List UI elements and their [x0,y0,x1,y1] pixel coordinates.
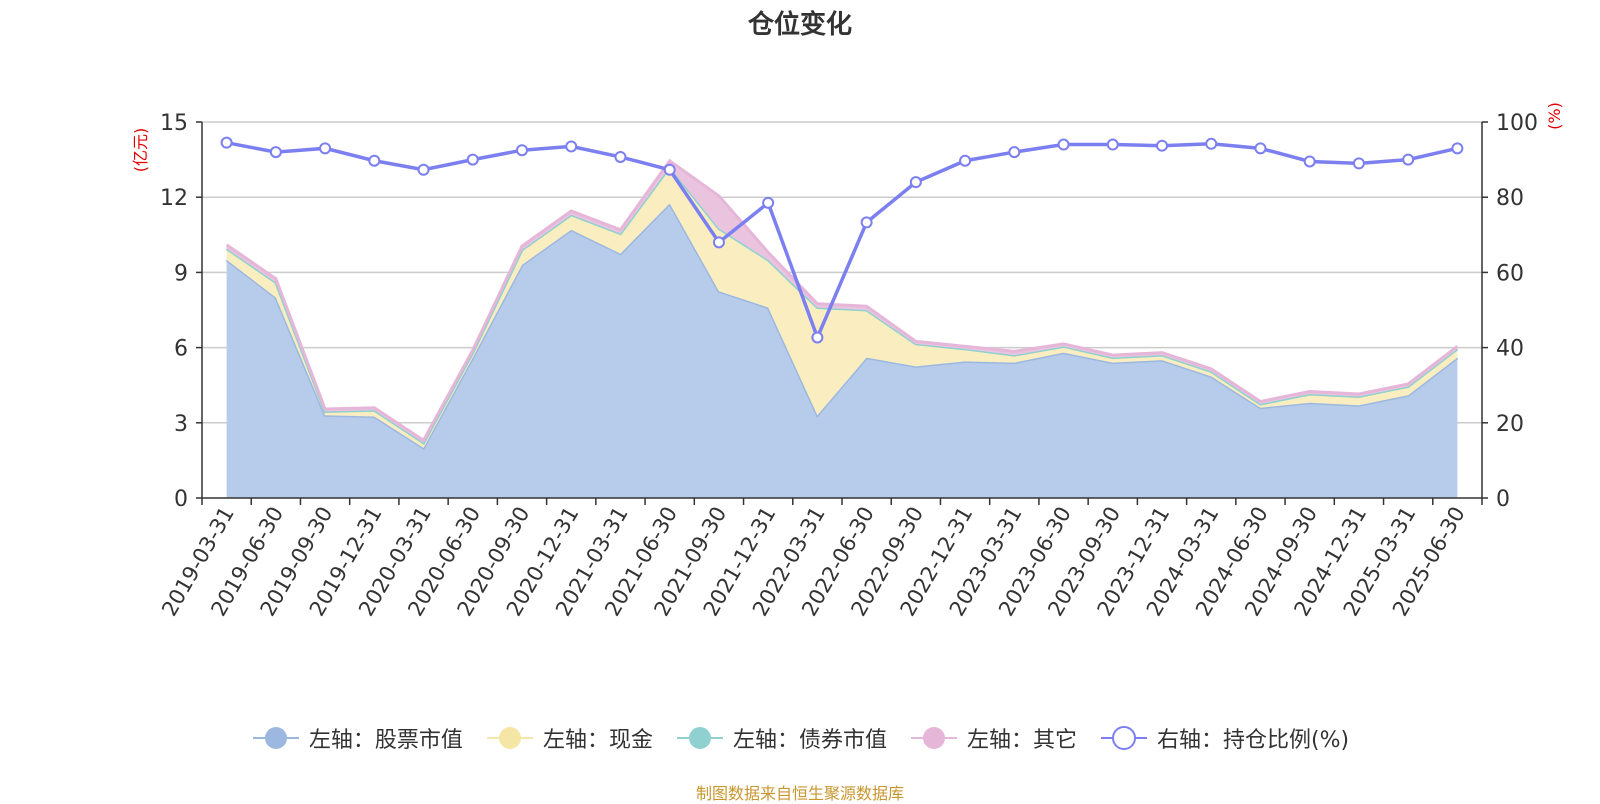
right-axis-tick-label: 60 [1496,261,1524,286]
left-axis-tick-label: 3 [174,412,188,437]
ratio-point [466,153,479,166]
legend-marker-icon [486,727,533,749]
legend-item[interactable]: 左轴：现金 [485,722,653,754]
ratio-point [269,146,282,159]
ratio-point [762,196,775,209]
legend-item[interactable]: 左轴：股票市值 [251,722,463,754]
right-axis-tick-label: 20 [1496,412,1524,437]
left-axis-tick-label: 9 [174,261,188,286]
legend-label: 左轴：股票市值 [308,728,463,753]
ratio-point [860,216,873,229]
ratio-point [909,176,922,189]
left-axis-tick-label: 15 [160,111,188,136]
source-note: 制图数据来自恒生聚源数据库 [695,784,904,803]
ratio-point [1303,155,1316,168]
left-axis-tick-label: 12 [160,186,188,211]
ratio-line-path [226,140,1458,343]
ratio-point [1451,142,1464,155]
chart-title: 仓位变化 [747,10,852,40]
legend-item[interactable]: 左轴：其它 [909,722,1077,754]
legend-marker-icon [1100,726,1147,750]
ratio-point [712,236,725,249]
ratio-point [614,150,627,163]
ratio-point [368,154,381,167]
ratio-point [1106,138,1119,151]
ratio-line [226,140,1458,343]
ratio-point [417,163,430,176]
ratio-point [319,142,332,155]
ratio-point [565,140,578,153]
position-chart: 03691215020406080100(亿元)(%)2019-03-31201… [131,102,1564,620]
chart-legend[interactable]: 左轴：股票市值 左轴：现金 左轴：债券市值 左轴：其它 右轴：持仓比例(%) [0,722,1600,754]
right-axis-tick-label: 0 [1496,487,1510,512]
ratio-point [1057,138,1070,151]
right-axis-unit: (%) [1545,102,1564,130]
ratio-points [220,136,1464,344]
legend-label: 左轴：现金 [542,728,653,753]
stacked-areas [225,158,1459,498]
ratio-point [1008,146,1021,159]
left-axis-tick-label: 0 [174,487,188,512]
ratio-point [1254,142,1267,155]
right-axis-tick-label: 40 [1496,337,1524,362]
legend-item[interactable]: 右轴：持仓比例(%) [1099,722,1349,754]
left-axis-tick-label: 6 [174,337,188,362]
right-axis-tick-label: 100 [1496,111,1538,136]
legend-label: 左轴：债券市值 [732,728,887,753]
ratio-point [1352,157,1365,170]
left-axis-unit: (亿元) [131,128,150,173]
ratio-point [516,144,528,157]
legend-label: 右轴：持仓比例(%) [1156,728,1350,753]
ratio-point [1402,153,1415,166]
legend-marker-icon [676,727,723,749]
right-axis-tick-label: 80 [1496,186,1524,211]
ratio-point [220,136,233,149]
area-左轴：股票市值 [226,203,1458,498]
ratio-point [1156,139,1168,152]
ratio-point [811,331,824,344]
ratio-point [1205,137,1218,150]
legend-item[interactable]: 左轴：债券市值 [675,722,887,754]
legend-label: 左轴：其它 [966,728,1077,753]
legend-marker-icon [910,727,957,749]
area-edge-左轴：其它 [225,158,1459,443]
legend-marker-icon [252,727,299,749]
ratio-point [959,154,972,167]
ratio-point [663,163,676,176]
